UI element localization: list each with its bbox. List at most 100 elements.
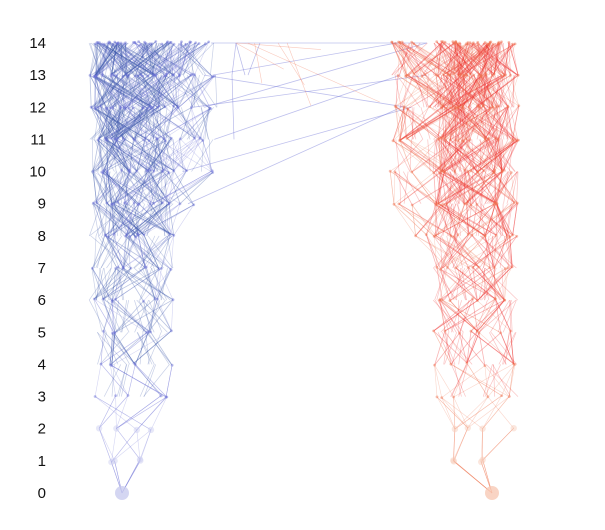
red-edge xyxy=(413,73,447,109)
red-dense-edge xyxy=(455,267,462,301)
red-edge xyxy=(457,106,481,141)
blue-edge xyxy=(111,268,117,302)
red-edge xyxy=(493,171,503,205)
blue-dense-edge xyxy=(166,235,174,269)
blue-edge xyxy=(173,138,201,171)
red-edge xyxy=(413,41,457,75)
red-dense-edge xyxy=(438,42,463,76)
blue-dense-edge xyxy=(96,267,101,301)
blue-node xyxy=(167,202,171,206)
red-edge xyxy=(455,41,471,75)
blue-edge xyxy=(156,138,213,173)
red-dense-edge xyxy=(481,203,504,237)
red-edge xyxy=(442,139,451,172)
red-edge xyxy=(462,108,464,141)
blue-edge xyxy=(136,138,181,172)
cross-link-edge xyxy=(236,42,321,50)
blue-edge xyxy=(151,108,166,142)
blue-edge xyxy=(111,429,138,463)
blue-edge xyxy=(122,234,171,269)
blue-dense-edge xyxy=(95,171,121,204)
red-edge xyxy=(470,43,473,74)
blue-edge xyxy=(124,202,131,237)
red-edge xyxy=(478,75,494,108)
blue-edge xyxy=(112,333,136,365)
red-edge xyxy=(435,203,437,236)
red-node xyxy=(483,136,487,140)
red-edge xyxy=(477,299,505,332)
red-dense-edge xyxy=(457,267,467,301)
blue-dense-edge xyxy=(144,42,154,76)
red-edge xyxy=(478,298,496,334)
blue-dense-edge xyxy=(99,42,102,76)
blue-node xyxy=(104,234,108,238)
red-node xyxy=(496,41,500,45)
blue-edge xyxy=(106,108,124,139)
red-edge xyxy=(466,362,489,397)
blue-dense-edge xyxy=(105,235,120,269)
red-dense-edge xyxy=(506,171,517,204)
blue-node xyxy=(96,138,100,142)
red-node xyxy=(458,331,461,335)
blue-node xyxy=(116,42,119,45)
blue-dense-edge xyxy=(116,364,128,397)
red-node xyxy=(397,40,400,44)
blue-node xyxy=(112,233,116,236)
red-edge xyxy=(470,298,496,332)
blue-dense-edge xyxy=(121,300,130,333)
red-edge xyxy=(406,105,464,139)
red-edge xyxy=(454,171,478,205)
blue-dense-edge xyxy=(101,107,127,140)
blue-edge xyxy=(129,236,160,269)
red-edge xyxy=(437,172,441,204)
blue-edge xyxy=(106,140,108,173)
red-dense-edge xyxy=(492,42,512,76)
red-dense-edge xyxy=(443,332,449,365)
red-edge xyxy=(453,41,492,74)
red-edge xyxy=(493,204,508,237)
red-edge xyxy=(470,138,496,171)
blue-dense-edge xyxy=(153,267,162,301)
blue-node xyxy=(153,297,157,301)
blue-edge xyxy=(136,138,158,172)
blue-edge xyxy=(105,108,108,141)
blue-edge xyxy=(123,43,143,77)
blue-edge xyxy=(123,236,131,269)
red-node xyxy=(440,106,443,110)
red-node xyxy=(479,74,483,77)
blue-edge xyxy=(126,203,170,236)
red-dense-edge xyxy=(491,42,493,76)
red-edge xyxy=(457,75,482,109)
blue-node xyxy=(113,40,117,44)
blue-node xyxy=(146,74,150,78)
blue-edge xyxy=(101,171,113,205)
blue-edge xyxy=(192,74,211,109)
red-dense-edge xyxy=(434,299,454,333)
blue-node xyxy=(105,138,109,142)
blue-edge xyxy=(172,74,211,109)
red-edge xyxy=(487,396,514,429)
blue-dense-edge xyxy=(92,42,119,76)
red-node xyxy=(420,74,424,78)
red-edge xyxy=(399,42,451,76)
blue-edge xyxy=(134,43,147,77)
blue-edge xyxy=(113,203,174,236)
blue-dense-edge xyxy=(91,139,94,172)
blue-edge xyxy=(123,107,144,141)
red-edge xyxy=(492,43,514,76)
blue-edge xyxy=(113,44,157,76)
red-dense-edge xyxy=(483,267,486,301)
blue-edge xyxy=(125,42,128,77)
blue-edge xyxy=(168,170,187,204)
blue-dense-edge xyxy=(109,107,114,140)
red-dense-edge xyxy=(432,139,436,172)
red-edge xyxy=(457,106,493,141)
red-dense-edge xyxy=(491,139,516,172)
red-edge xyxy=(437,42,469,76)
blue-edge xyxy=(98,138,149,171)
red-edge xyxy=(435,235,480,268)
red-edge xyxy=(492,106,519,141)
blue-edge xyxy=(94,267,124,300)
blue-node xyxy=(100,170,104,174)
